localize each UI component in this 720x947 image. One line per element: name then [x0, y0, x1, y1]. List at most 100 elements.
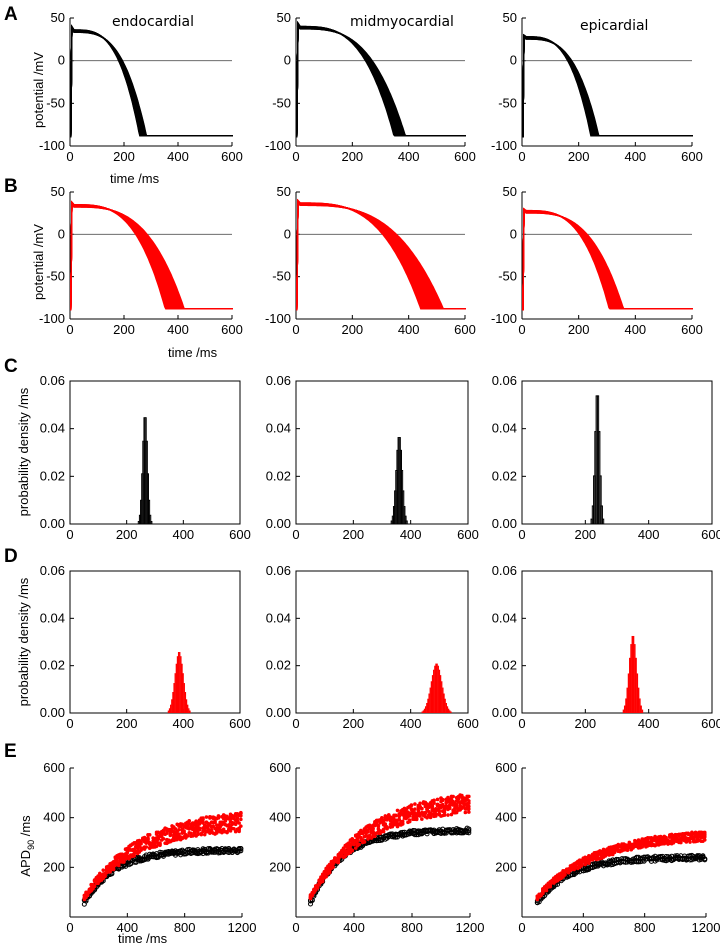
- panel-a-col-0: 0 200 400 600 -100 -50 0 50: [39, 10, 243, 164]
- trace-a0-4: [70, 24, 233, 138]
- x-tick-label-c0-0: 0: [66, 527, 73, 542]
- y-tick-label-d1-0: 0.00: [266, 705, 291, 720]
- x-tick-label-c1-0: 0: [292, 527, 299, 542]
- plot-area: 0 200 400 600 -100 -50 0 50 0 200 400 600 -100 -50 0 50…: [39, 10, 720, 935]
- point-red-e1-1192-2: [467, 799, 471, 803]
- y-tick-label-e0-3: 600: [43, 760, 65, 775]
- point-red-e1-952-5: [432, 798, 436, 803]
- trace-a0-23: [70, 27, 233, 138]
- trace-a0-5: [70, 24, 233, 138]
- x-tick-label-c1-1: 200: [342, 527, 364, 542]
- trace-b1-7: [296, 199, 466, 311]
- x-tick-label-a0-0: 0: [66, 149, 73, 164]
- trace-a0-18: [70, 26, 233, 138]
- panel-label-b: B: [4, 176, 18, 197]
- point-red-e1-568-2: [376, 824, 381, 829]
- ylabel-b: potential /mV: [31, 224, 46, 300]
- point-red-e0-1012-3: [213, 819, 217, 824]
- y-tick-label-b2-1: -50: [498, 269, 517, 284]
- point-red-e1-928-4: [428, 815, 433, 820]
- x-tick-label-c2-0: 0: [518, 527, 525, 542]
- panel-label-d: D: [4, 546, 18, 567]
- trace-a2-8: [522, 34, 693, 138]
- point-red-e0-172-2: [92, 884, 97, 889]
- hist-bar-d0-349: [168, 708, 171, 713]
- point-red-e2-1036-3: [679, 840, 683, 845]
- hist-bar-d1-482: [434, 665, 436, 713]
- point-red-e1-616-3: [383, 822, 388, 826]
- x-tick-label-d0-1: 200: [116, 716, 138, 731]
- trace-a0-1: [70, 24, 233, 138]
- point-red-e1-1060-3: [447, 806, 452, 811]
- hist-bar-c2-254: [601, 518, 605, 525]
- panel-a-col-2: 0 200 400 600 -100 -50 0 50: [491, 10, 703, 164]
- trace-b1-6: [296, 199, 466, 311]
- y-tick-label-b2-0: -100: [491, 311, 517, 326]
- point-red-e1-868-5: [420, 806, 424, 811]
- x-tick-label-d0-2: 400: [172, 716, 194, 731]
- point-red-e0-844-3: [189, 831, 193, 836]
- hist-bar-d1-498: [438, 669, 441, 713]
- x-tick-label-d1-0: 0: [292, 716, 299, 731]
- point-red-e0-616-5: [156, 837, 161, 841]
- point-red-e0-928-4: [201, 817, 205, 822]
- trace-a0-20: [70, 27, 233, 138]
- panel-b-col-2: 0 200 400 600 -100 -50 0 50: [491, 184, 703, 337]
- point-red-e0-832-0: [187, 819, 192, 823]
- point-red-e1-388-5: [350, 848, 355, 853]
- point-red-e1-976-5: [435, 797, 440, 802]
- trace-b1-15: [296, 200, 466, 311]
- hist-bar-d1-454: [426, 702, 428, 713]
- trace-a2-21: [522, 36, 693, 138]
- point-red-e0-1180-4: [237, 828, 241, 832]
- point-red-e0-904-2: [197, 826, 202, 831]
- x-tick-label-e0-0: 0: [66, 920, 73, 935]
- trace-b1-21: [296, 201, 466, 311]
- hist-bar-d1-522: [445, 702, 447, 713]
- xlabel-b: time /ms: [168, 345, 218, 360]
- trace-b1-22: [296, 201, 466, 311]
- x-tick-label-e1-3: 1200: [456, 920, 485, 935]
- x-tick-label-b2-2: 400: [624, 322, 646, 337]
- point-red-e1-1048-3: [446, 813, 450, 817]
- ylabel-d: probability density /ms: [16, 577, 31, 706]
- x-tick-label-b1-2: 400: [398, 322, 420, 337]
- trace-a0-16: [70, 26, 233, 138]
- hist-bar-d1-450: [425, 706, 427, 713]
- trace-b1-18: [296, 201, 466, 311]
- x-tick-label-d2-2: 400: [638, 716, 660, 731]
- hist-bar-c2-250: [600, 505, 603, 525]
- y-tick-label-a0-2: 0: [58, 53, 65, 68]
- x-tick-label-a2-1: 200: [568, 149, 590, 164]
- x-tick-label-c0-3: 600: [229, 527, 251, 542]
- hist-bar-d0-369: [174, 673, 176, 713]
- x-tick-label-a1-3: 600: [454, 149, 476, 164]
- x-tick-label-b2-1: 200: [568, 322, 590, 337]
- hist-bar-c1-384: [405, 520, 408, 525]
- trace-b1-17: [296, 200, 466, 311]
- hist-bar-c0-277: [147, 499, 151, 525]
- point-red-e2-1192-0: [702, 838, 707, 842]
- y-tick-label-b0-0: -100: [39, 311, 65, 326]
- y-tick-label-c0-2: 0.04: [40, 421, 65, 436]
- x-tick-label-d1-1: 200: [342, 716, 364, 731]
- panel-b-col-1: 0 200 400 600 -100 -50 0 50: [265, 184, 476, 337]
- y-tick-label-b0-3: 50: [51, 184, 65, 199]
- y-tick-label-a0-0: -100: [39, 138, 65, 153]
- panel-a-col-1: 0 200 400 600 -100 -50 0 50: [265, 10, 476, 164]
- point-red-e0-952-1: [204, 815, 209, 819]
- x-tick-label-a0-2: 400: [167, 149, 189, 164]
- hist-bar-d0-389: [180, 656, 182, 713]
- y-tick-label-a2-2: 0: [510, 53, 517, 68]
- point-red-e0-448-2: [132, 854, 137, 858]
- hist-bar-d2-358: [635, 657, 637, 713]
- hist-bar-d2-318: [622, 709, 625, 713]
- x-tick-label-c2-3: 600: [701, 527, 720, 542]
- x-tick-label-d2-3: 600: [701, 716, 720, 731]
- y-tick-label-d1-1: 0.02: [266, 658, 291, 673]
- hist-bar-c0-273: [146, 473, 149, 525]
- point-red-e0-400-4: [125, 850, 130, 855]
- trace-a2-4: [522, 34, 693, 138]
- x-tick-label-c2-2: 400: [638, 527, 660, 542]
